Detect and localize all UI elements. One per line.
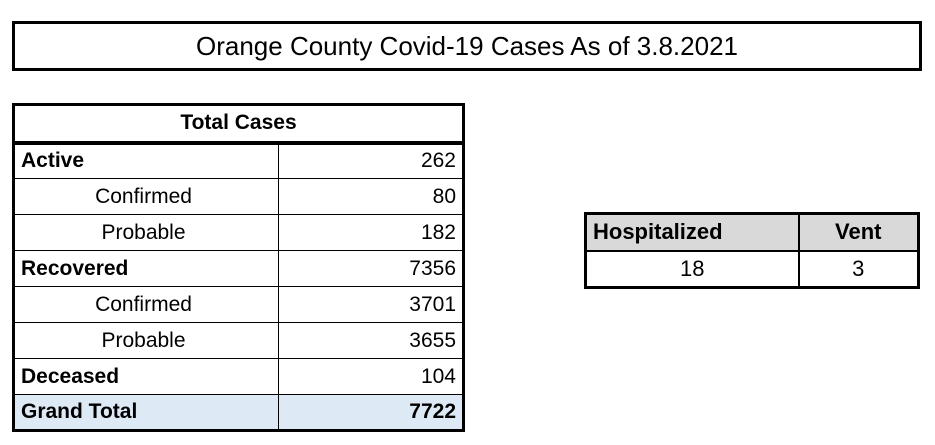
active-label: Active <box>12 142 279 179</box>
deceased-value: 104 <box>278 358 465 395</box>
hospitalized-header: Hospitalized <box>584 212 800 252</box>
recovered-probable-label: Probable <box>12 322 279 359</box>
table-row-active: Active 262 <box>12 142 465 179</box>
vent-header: Vent <box>797 212 920 252</box>
table-row-recovered-probable: Probable 3655 <box>12 322 465 359</box>
hospitalization-value-row: 18 3 <box>584 249 920 289</box>
table-row-deceased: Deceased 104 <box>12 358 465 395</box>
table-row-recovered: Recovered 7356 <box>12 250 465 287</box>
recovered-value: 7356 <box>278 250 465 287</box>
vent-value: 3 <box>797 249 920 289</box>
recovered-confirmed-label: Confirmed <box>12 286 279 323</box>
deceased-label: Deceased <box>12 358 279 395</box>
active-confirmed-value: 80 <box>278 178 465 215</box>
active-confirmed-label: Confirmed <box>12 178 279 215</box>
active-probable-label: Probable <box>12 214 279 251</box>
table-row-active-confirmed: Confirmed 80 <box>12 178 465 215</box>
table-row-recovered-confirmed: Confirmed 3701 <box>12 286 465 323</box>
recovered-label: Recovered <box>12 250 279 287</box>
grand-total-label: Grand Total <box>12 394 279 432</box>
total-cases-header: Total Cases <box>12 103 465 145</box>
table-header-row: Total Cases <box>12 103 465 145</box>
hospitalization-table: Hospitalized Vent 18 3 <box>584 212 920 289</box>
report-title: Orange County Covid-19 Cases As of 3.8.2… <box>12 21 922 71</box>
active-probable-value: 182 <box>278 214 465 251</box>
recovered-confirmed-value: 3701 <box>278 286 465 323</box>
table-row-grand-total: Grand Total 7722 <box>12 394 465 432</box>
grand-total-value: 7722 <box>278 394 465 432</box>
hospitalization-header-row: Hospitalized Vent <box>584 212 920 252</box>
table-row-active-probable: Probable 182 <box>12 214 465 251</box>
active-value: 262 <box>278 142 465 179</box>
hospitalized-value: 18 <box>584 249 800 289</box>
recovered-probable-value: 3655 <box>278 322 465 359</box>
total-cases-table: Total Cases Active 262 Confirmed 80 Prob… <box>12 103 465 432</box>
